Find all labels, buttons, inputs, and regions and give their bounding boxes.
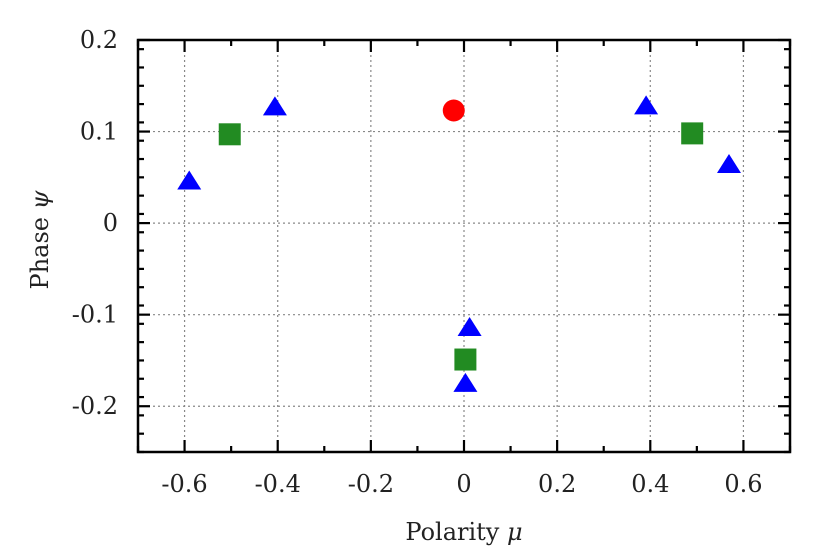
circle-marker [442,99,465,122]
triangle-marker [634,95,659,115]
x-tick-label: 0.2 [538,470,576,498]
triangle-marker [716,154,741,174]
y-tick-label: -0.2 [72,392,118,420]
triangle-marker [262,96,287,116]
y-tick-label: 0.1 [80,118,118,146]
data-points [177,95,741,392]
x-tick-label: -0.4 [255,470,301,498]
x-axis-label: Polarity μ [405,518,522,546]
y-tick-label: 0.2 [80,26,118,54]
y-tick-labels: -0.2 -0.1 0 0.1 0.2 [72,26,118,420]
x-tick-labels: -0.6 -0.4 -0.2 0 0.2 0.4 0.6 [161,470,762,498]
square-marker [454,348,477,371]
x-tick-label: -0.2 [348,470,394,498]
square-marker [218,123,241,146]
x-tick-label: -0.6 [161,470,207,498]
triangle-marker [177,170,202,190]
square-marker [681,122,704,145]
y-axis-label: Phase ψ [26,189,54,289]
triangle-marker [453,372,478,392]
y-tick-label: 0 [103,209,118,237]
triangle-marker [457,317,482,336]
x-tick-label: 0 [456,470,471,498]
x-tick-label: 0.4 [631,470,669,498]
y-tick-label: -0.1 [72,301,118,329]
plot-frame [136,38,792,454]
x-tick-label: 0.6 [724,470,762,498]
